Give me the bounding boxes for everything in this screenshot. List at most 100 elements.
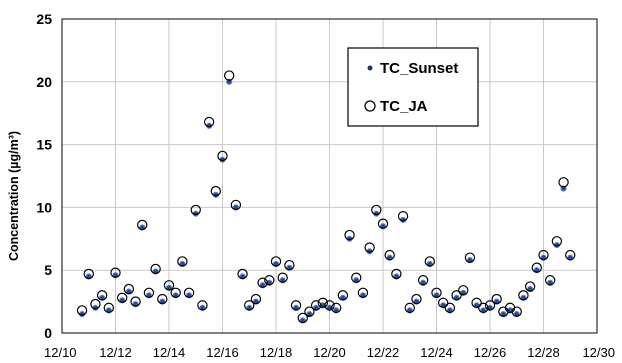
tc-ja-point: [190, 204, 201, 216]
tc-ja-point: [337, 290, 349, 301]
tc-ja-point: [491, 293, 502, 305]
tc-ja-point: [424, 256, 436, 267]
tc-ja-point: [264, 275, 275, 286]
x-tick-label: 12/14: [153, 345, 186, 360]
tc-ja-point: [143, 287, 155, 299]
tc-ja-point: [404, 302, 415, 314]
tc-ja-point: [431, 287, 442, 299]
tc-ja-point: [83, 268, 94, 280]
tc-ja-point: [177, 256, 188, 267]
tc-ja-point: [444, 302, 456, 314]
tc-ja-point: [230, 199, 242, 211]
tc-ja-point: [237, 268, 248, 280]
tc-ja-point: [150, 263, 161, 275]
tc-ja-point: [397, 210, 409, 222]
tc-ja-point: [377, 218, 389, 229]
tc-ja-point: [116, 292, 128, 304]
y-axis-ticks: 0 5 10 15 20 25: [36, 11, 52, 341]
tc-ja-point: [130, 296, 141, 307]
tc-ja-point: [471, 297, 482, 309]
x-tick-label: 12/18: [260, 345, 293, 360]
y-axis-title: Concentration (µg/m³): [7, 131, 21, 261]
legend-marker-tc-sunset: [367, 65, 373, 71]
tc-ja-point: [324, 300, 335, 311]
tc-ja-point: [203, 116, 215, 128]
tc-ja-point: [531, 262, 543, 273]
tc-ja-point: [458, 285, 469, 296]
tc-ja-point: [304, 306, 315, 317]
legend-label-tc-ja: TC_JA: [380, 98, 428, 115]
tc-ja-point: [544, 275, 556, 286]
x-tick-label: 12/22: [367, 345, 400, 360]
tc-ja-point: [565, 249, 576, 261]
y-tick-label: 10: [36, 199, 52, 215]
tc-ja-point: [250, 293, 262, 305]
tc-ja-point: [551, 236, 563, 247]
tc-ja-point: [344, 229, 355, 241]
tc-ja-point: [437, 297, 449, 309]
x-tick-label: 12/30: [582, 345, 615, 360]
y-tick-label: 20: [36, 74, 52, 90]
y-tick-label: 15: [36, 137, 52, 153]
tc-ja-point: [310, 300, 322, 311]
tc-ja-point: [317, 297, 329, 309]
tc-ja-point: [257, 277, 268, 288]
x-tick-label: 12/26: [474, 345, 507, 360]
x-tick-label: 12/12: [99, 345, 132, 360]
tc-ja-point: [244, 300, 255, 311]
tc-ja-point: [371, 204, 382, 216]
tc-ja-point: [518, 290, 529, 301]
y-tick-label: 0: [44, 325, 52, 341]
legend: TC_Sunset TC_JA: [347, 47, 479, 127]
x-tick-label: 12/10: [44, 345, 77, 360]
tc-ja-point: [330, 302, 342, 314]
tc-ja-point: [90, 298, 101, 310]
tc-ja-point: [558, 177, 569, 188]
y-tick-label: 5: [44, 262, 52, 278]
tc-ja-point: [157, 293, 168, 305]
tc-ja-point: [538, 249, 549, 261]
x-tick-label: 12/16: [206, 345, 239, 360]
tc-ja-point: [478, 302, 489, 314]
tc-ja-point: [223, 70, 235, 81]
tc-ja-point: [103, 302, 115, 314]
tc-ja-point: [357, 287, 369, 299]
tc-ja-point: [524, 281, 536, 292]
tc-ja-point: [163, 280, 175, 291]
tc-ja-point: [284, 259, 295, 271]
x-tick-label: 12/28: [527, 345, 560, 360]
tc-ja-point: [123, 283, 135, 295]
tc-ja-point: [270, 256, 282, 267]
tc-ja-point: [197, 300, 208, 311]
tc-ja-point: [364, 242, 375, 253]
tc-ja-point: [417, 275, 429, 286]
tc-ja-point: [451, 290, 462, 301]
x-axis-ticks: 12/10 12/12 12/14 12/16 12/18 12/20 12/22 12/24…: [44, 345, 615, 360]
tc-ja-point: [76, 305, 88, 316]
tc-ja-point: [384, 249, 395, 261]
tc-ja-point: [411, 293, 422, 305]
plot-area: [61, 18, 598, 334]
legend-box: [347, 47, 479, 127]
tc-ja-point: [277, 272, 288, 283]
legend-label-tc-sunset: TC_Sunset: [380, 60, 458, 77]
tc-ja-point: [210, 185, 222, 197]
tc-ja-point: [351, 272, 362, 283]
x-tick-label: 12/24: [420, 345, 453, 360]
tc-ja-point: [290, 300, 302, 311]
series-tc-ja: [76, 70, 576, 324]
tc-ja-point: [484, 300, 496, 311]
legend-marker-tc-ja: [364, 100, 376, 112]
tc-ja-point: [217, 150, 228, 162]
tc-ja-point: [110, 267, 121, 278]
tc-ja-point: [137, 219, 148, 231]
tc-ja-point: [511, 306, 522, 317]
tc-ja-point: [96, 290, 108, 301]
tc-ja-point: [183, 287, 195, 299]
tc-ja-point: [170, 287, 181, 299]
x-tick-label: 12/20: [313, 345, 346, 360]
y-tick-label: 25: [36, 11, 52, 27]
tc-ja-point: [464, 252, 476, 263]
